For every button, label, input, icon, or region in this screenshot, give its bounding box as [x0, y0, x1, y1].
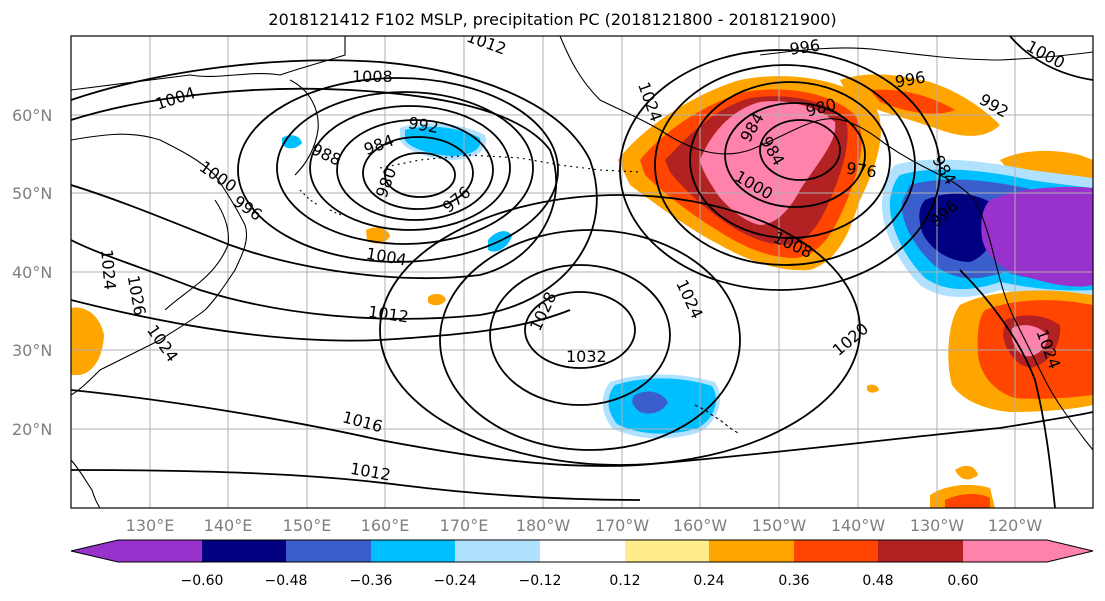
- isobar-high-1028: [489, 264, 671, 406]
- isobar-ring: [362, 136, 474, 210]
- lon-tick: 180°W: [516, 516, 571, 535]
- colorbar-tick: 0.24: [693, 573, 724, 589]
- colorbar-swatch: [794, 540, 878, 562]
- isobar-gulf-ring: [759, 119, 841, 181]
- isobar-1004: [71, 87, 558, 280]
- japan-coast: [164, 199, 229, 311]
- lat-tick: 40°N: [12, 263, 52, 282]
- isobar-ring: [309, 105, 511, 231]
- aleutian-islands: [379, 154, 641, 173]
- lat-tick: 50°N: [12, 184, 52, 203]
- isobar-1012-south: [71, 469, 641, 501]
- precip-small-orange-2: [428, 293, 446, 306]
- lon-tick: 150°W: [752, 516, 807, 535]
- colorbar-swatch: [118, 540, 202, 562]
- colorbar: −0.60 −0.48 −0.36 −0.24 −0.12 0.12 0.24 …: [70, 539, 1094, 589]
- colorbar-swatch: [540, 540, 625, 562]
- colorbar-tick: −0.48: [265, 573, 308, 589]
- precip-mex-orange: [955, 465, 978, 480]
- isobar-1012: [71, 299, 571, 342]
- colorbar-tick: −0.24: [434, 573, 477, 589]
- isobar-gulf-ring: [654, 64, 916, 266]
- isobar-gulf-ring: [619, 49, 941, 291]
- lon-tick: 140°E: [204, 516, 253, 535]
- colorbar-swatch: [455, 540, 540, 562]
- alaska-coast: [559, 36, 976, 201]
- kamchatka-coast: [289, 79, 319, 176]
- isobar-high-1024: [439, 229, 741, 451]
- colorbar-tick: 0.60: [947, 573, 978, 589]
- isobar-northeast: [1009, 36, 1093, 81]
- lon-tick: 160°E: [361, 516, 410, 535]
- lon-tick: 140°W: [831, 516, 886, 535]
- colorbar-tick: 0.48: [862, 573, 893, 589]
- isobar-label: 1032: [566, 347, 607, 366]
- colorbar-extend-high: [1047, 540, 1093, 562]
- colorbar-swatch: [286, 540, 371, 562]
- isobar-label: 1008: [352, 67, 393, 86]
- colorbar-outline: [70, 539, 1094, 563]
- isobar-gulf-ring: [724, 102, 866, 208]
- coastlines: [71, 36, 1093, 508]
- colorbar-tick: −0.36: [350, 573, 393, 589]
- colorbar-swatch: [878, 540, 963, 562]
- lat-tick: 30°N: [12, 341, 52, 360]
- colorbar-swatch: [709, 540, 794, 562]
- isobar-ring: [276, 91, 534, 245]
- colorbar-swatches: [70, 539, 1094, 563]
- lat-tick: 20°N: [12, 420, 52, 439]
- isobar-ring: [336, 119, 494, 221]
- colorbar-extend-low: [71, 540, 118, 562]
- colorbar-tick: −0.60: [181, 573, 224, 589]
- lon-tick: 130°W: [910, 516, 965, 535]
- isobar-gulf-ring: [689, 81, 891, 239]
- precipitation-anomaly-field: [71, 74, 1093, 508]
- map-frame: [70, 35, 1094, 509]
- lon-tick: 150°E: [283, 516, 332, 535]
- lon-tick: 170°W: [595, 516, 650, 535]
- isobar-label: 996: [788, 36, 821, 59]
- colorbar-swatch: [371, 540, 455, 562]
- precip-baja-red: [945, 494, 990, 508]
- colorbar-tick: 0.12: [609, 573, 640, 589]
- precip-na-purple: [981, 186, 1093, 287]
- colorbar-ticks: −0.60 −0.48 −0.36 −0.24 −0.12 0.12 0.24 …: [181, 573, 979, 589]
- na-west-coast: [974, 199, 1093, 451]
- lon-tick: 170°E: [440, 516, 489, 535]
- hawaii-islands: [694, 404, 739, 434]
- isobar-label: 1024: [97, 249, 119, 291]
- precip-hawaii-blue: [632, 391, 668, 414]
- lon-tick: 160°W: [673, 516, 728, 535]
- latitude-ticks: 60°N 50°N 40°N 30°N 20°N: [12, 106, 52, 439]
- philippines-coast: [71, 459, 101, 508]
- colorbar-tick: −0.12: [519, 573, 562, 589]
- longitude-ticks: 130°E 140°E 150°E 160°E 170°E 180°W 170°…: [126, 516, 1043, 535]
- colorbar-swatch: [202, 540, 286, 562]
- colorbar-swatch: [625, 540, 709, 562]
- isobar-ring: [237, 77, 559, 263]
- precip-small-orange-3: [867, 384, 879, 393]
- isobar-high-1020: [379, 194, 861, 466]
- colorbar-swatch: [963, 540, 1047, 562]
- precip-gulf-pink: [700, 101, 836, 225]
- map-title: 2018121412 F102 MSLP, precipitation PC (…: [268, 10, 837, 29]
- lon-tick: 130°E: [126, 516, 175, 535]
- lat-tick: 60°N: [12, 106, 52, 125]
- isobar-label: 976: [845, 158, 878, 181]
- isobars: [71, 36, 1093, 508]
- graticule: [71, 36, 1093, 508]
- precip-small-orange-1: [366, 227, 390, 244]
- isobar-high-1032: [524, 291, 636, 369]
- lon-tick: 120°W: [988, 516, 1043, 535]
- precip-na-navy: [919, 193, 999, 262]
- kuril-islands: [299, 189, 343, 216]
- precip-japan-orange: [71, 307, 104, 375]
- isobar-west-coast: [959, 269, 1056, 508]
- arctic-coast: [759, 47, 1093, 61]
- asia-coast: [71, 36, 346, 396]
- colorbar-tick: 0.36: [778, 573, 809, 589]
- isobar-ring: [384, 152, 456, 198]
